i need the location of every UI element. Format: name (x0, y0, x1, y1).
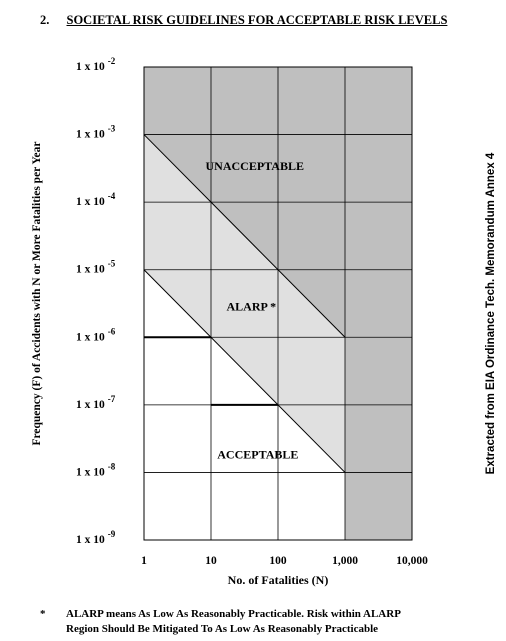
y-tick-label-7: 1 x 10 -9 (76, 529, 116, 546)
y-tick-label-2: 1 x 10 -4 (76, 191, 116, 208)
x-axis-label: No. of Fatalities (N) (228, 573, 329, 587)
footnote-line-1: ALARP means As Low As Reasonably Practic… (66, 608, 401, 620)
y-tick-label-5: 1 x 10 -7 (76, 394, 116, 411)
y-tick-label-6: 1 x 10 -8 (76, 461, 116, 478)
y-tick-label-1: 1 x 10 -3 (76, 124, 116, 141)
plot-frame (143, 66, 413, 541)
upper-boundary-line (143, 134, 346, 338)
y-tick-label-0: 1 x 10 -2 (76, 56, 116, 73)
y-tick-label-3: 1 x 10 -5 (76, 259, 116, 276)
y-axis-label: Frequency (F) of Accidents with N or Mor… (31, 141, 43, 445)
y-tick-label-4: 1 x 10 -6 (76, 326, 116, 343)
region-label-unacceptable: UNACCEPTABLE (206, 159, 304, 173)
heading-number: 2. (40, 13, 50, 27)
x-tick-label-4: 10,000 (396, 555, 428, 567)
footnote-marker: * (40, 608, 46, 620)
heading-title: SOCIETAL RISK GUIDELINES FOR ACCEPTABLE … (66, 13, 448, 27)
x-tick-label-3: 1,000 (332, 555, 358, 567)
x-tick-label-0: 1 (141, 555, 147, 567)
footnote: * ALARP means As Low As Reasonably Pract… (40, 607, 500, 637)
x-tick-label-1: 10 (205, 555, 217, 567)
lower-boundary-line (143, 269, 346, 473)
region-label-alarp: ALARP * (227, 299, 277, 313)
region-label-acceptable: ACCEPTABLE (217, 448, 298, 462)
footnote-line-2: Region Should Be Mitigated To As Low As … (66, 623, 379, 635)
x-tick-label-2: 100 (269, 555, 287, 567)
side-note: Extracted from EIA Ordinance Tech. Memor… (485, 152, 497, 474)
alarp-region (144, 134, 345, 473)
page-heading: 2. SOCIETAL RISK GUIDELINES FOR ACCEPTAB… (40, 13, 447, 28)
